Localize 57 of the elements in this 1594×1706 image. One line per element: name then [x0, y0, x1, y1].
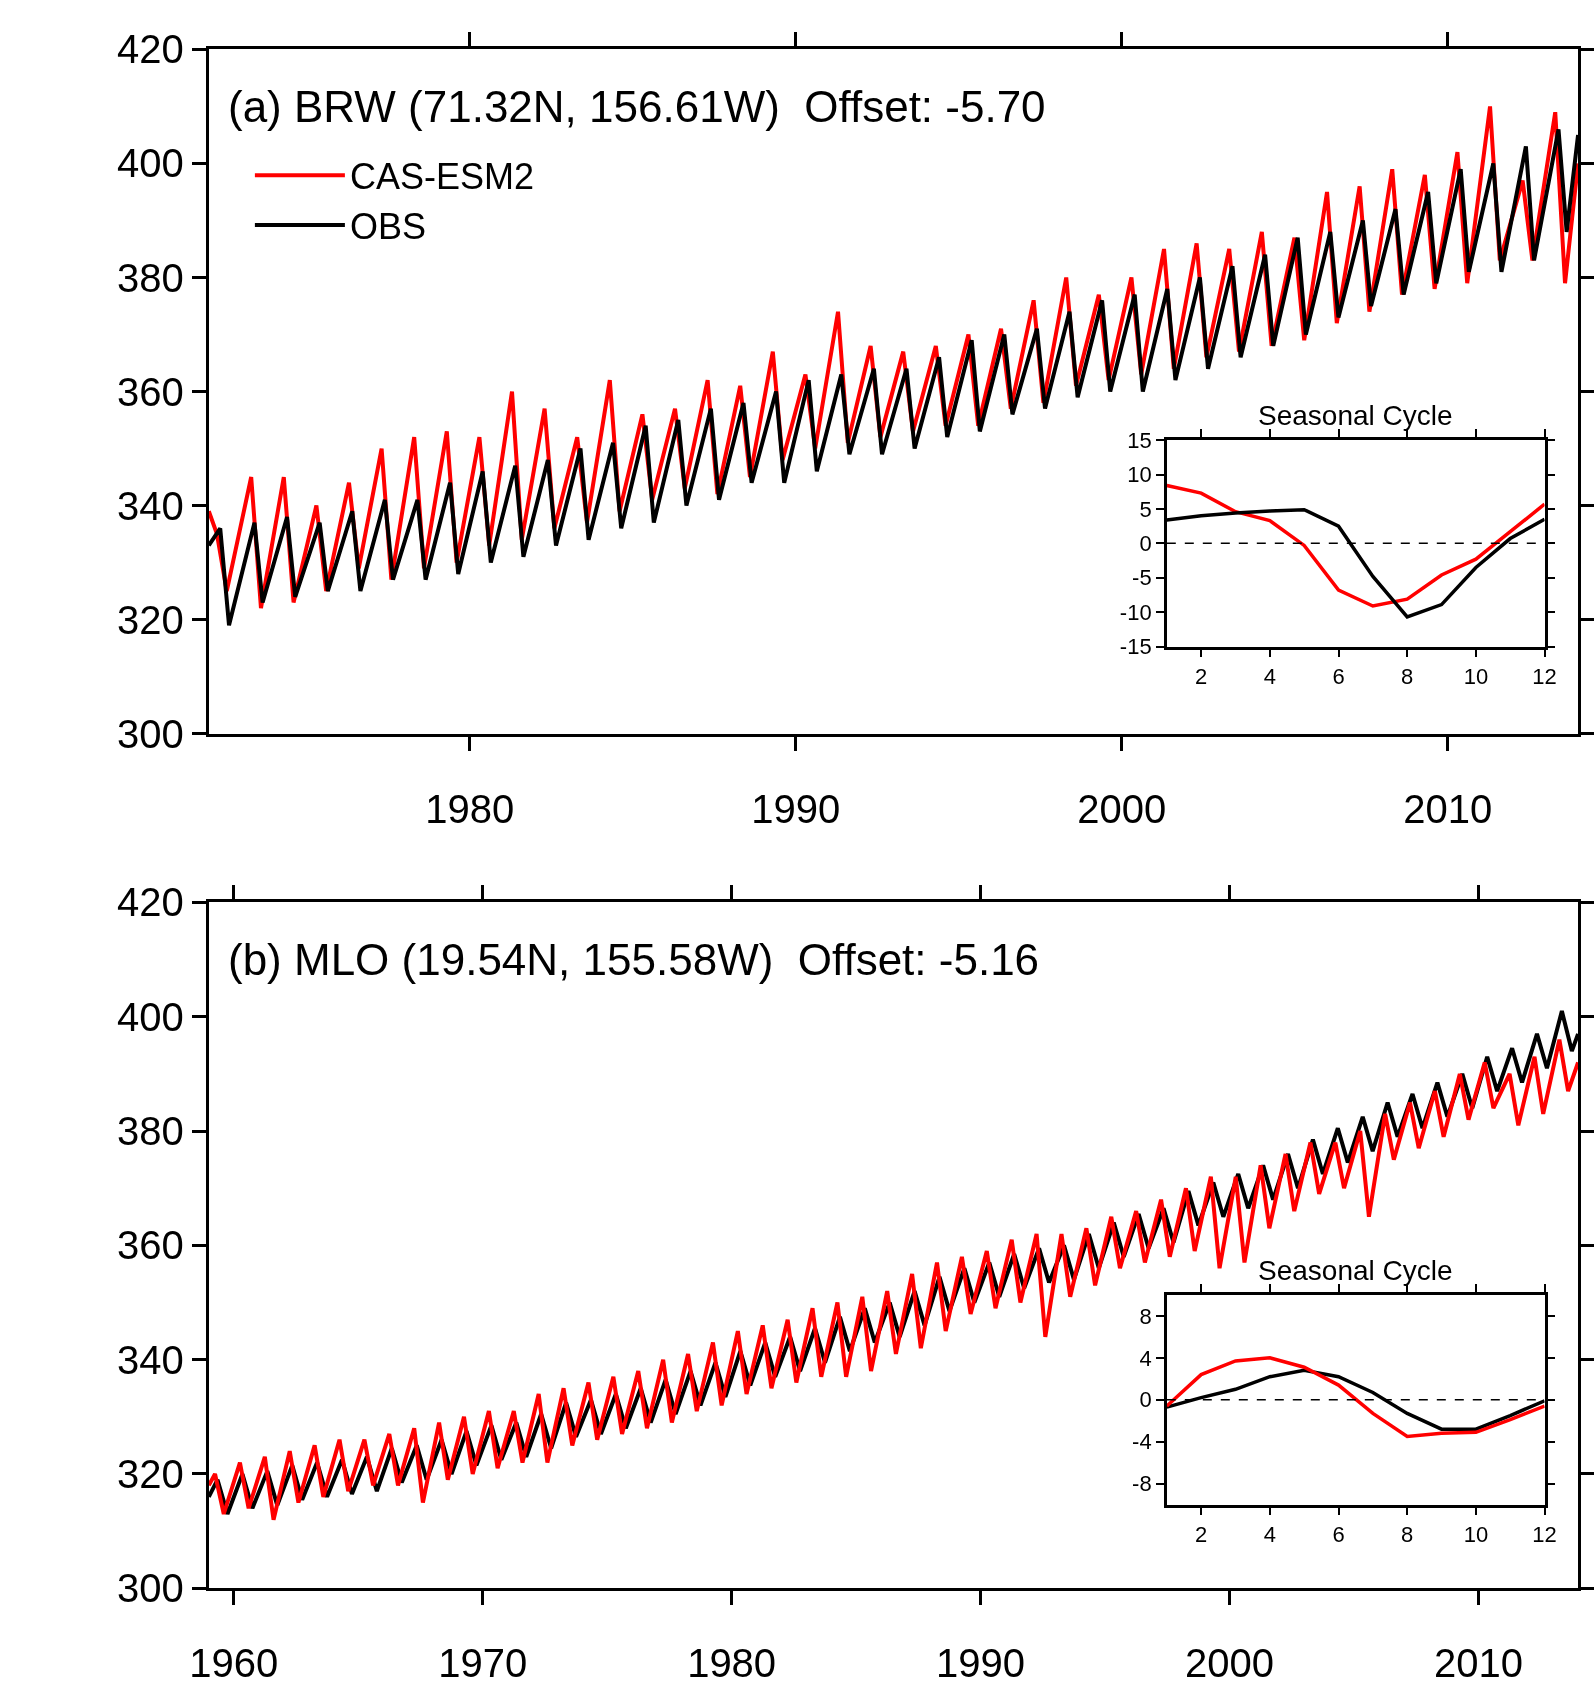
y-tick-label: 10 [1127, 462, 1152, 488]
x-tick-label: 4 [1263, 1521, 1276, 1547]
x-tick-label: 12 [1532, 1521, 1557, 1547]
x-tick-label: 8 [1401, 663, 1414, 689]
x-tick-label: 1990 [936, 1641, 1026, 1686]
y-tick-label: 360 [117, 369, 184, 414]
y-tick-label: 300 [117, 711, 184, 756]
legend-label: CAS-ESM2 [349, 156, 534, 198]
x-tick-label: 2010 [1433, 1641, 1523, 1686]
y-tick-label: 0 [1139, 1387, 1152, 1413]
x-tick-label: 12 [1532, 663, 1557, 689]
x-tick-label: 1970 [438, 1641, 528, 1686]
y-tick-label: 380 [117, 1109, 184, 1154]
y-tick-label: 340 [117, 1337, 184, 1382]
y-tick-label: 4 [1139, 1345, 1152, 1371]
y-tick-label: 320 [117, 597, 184, 642]
x-tick-label: 1980 [687, 1641, 777, 1686]
y-tick-label: 5 [1139, 496, 1152, 522]
x-tick-label: 1980 [425, 786, 515, 831]
y-tick-label: 320 [117, 1451, 184, 1496]
y-tick-label: -15 [1119, 634, 1152, 660]
line-series [1166, 1356, 1545, 1439]
x-tick-label: 10 [1463, 663, 1489, 689]
y-tick-label: -5 [1132, 565, 1152, 591]
x-tick-label: 2010 [1403, 786, 1493, 831]
y-tick-label: 15 [1127, 427, 1152, 453]
chart-title: Seasonal Cycle [1258, 400, 1453, 431]
x-tick-label: 8 [1401, 1521, 1414, 1547]
y-tick-label: 360 [117, 1223, 184, 1268]
line-series [1166, 507, 1545, 619]
x-tick-label: 10 [1463, 1521, 1489, 1547]
y-tick-label: -8 [1132, 1471, 1152, 1497]
y-tick-label: 380 [117, 255, 184, 300]
chart-title: Seasonal Cycle [1258, 1255, 1453, 1286]
x-tick-label: 2000 [1077, 786, 1167, 831]
y-tick-label: 300 [117, 1566, 184, 1611]
text: (a) BRW (71.32N, 156.61W) Offset: -5.70 [228, 82, 1046, 131]
y-tick-label: 0 [1139, 531, 1152, 557]
x-tick-label: 6 [1332, 1521, 1345, 1547]
y-tick-label: 400 [117, 141, 184, 186]
line-series [1166, 483, 1545, 608]
x-tick-label: 1960 [189, 1641, 279, 1686]
y-tick-label: -10 [1119, 599, 1152, 625]
y-tick-label: -4 [1132, 1429, 1152, 1455]
x-tick-label: 2 [1195, 1521, 1208, 1547]
x-tick-label: 4 [1263, 663, 1276, 689]
x-tick-label: 2 [1195, 663, 1208, 689]
y-tick-label: 400 [117, 994, 184, 1039]
y-tick-label: 8 [1139, 1303, 1152, 1329]
y-tick-label: 420 [117, 880, 184, 925]
y-tick-label: 340 [117, 483, 184, 528]
y-tick-label: 420 [117, 27, 184, 72]
x-tick-label: 6 [1332, 663, 1345, 689]
x-tick-label: 2000 [1185, 1641, 1275, 1686]
x-tick-label: 1990 [751, 786, 841, 831]
legend-label: OBS [349, 205, 426, 247]
text: (b) MLO (19.54N, 155.58W) Offset: -5.16 [228, 935, 1040, 984]
